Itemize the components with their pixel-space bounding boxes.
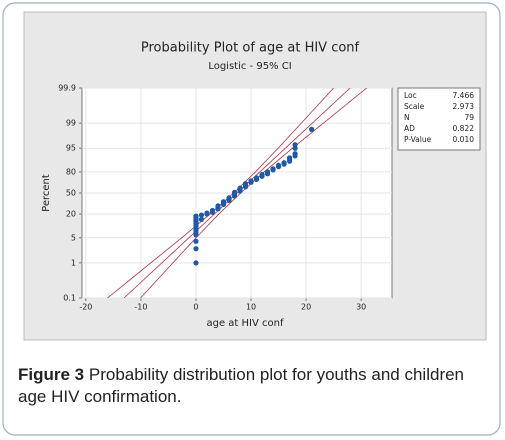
stat-name: N <box>404 113 410 122</box>
frame <box>2 2 501 436</box>
caption-text: Probability distribution plot for youths… <box>18 365 465 406</box>
point <box>220 199 227 205</box>
point <box>204 210 210 216</box>
caption: Figure 3 Probability distribution plot f… <box>18 364 493 408</box>
point <box>270 166 276 172</box>
y-tick-label: 99 <box>66 119 76 128</box>
point <box>198 212 205 218</box>
y-tick-label: 1 <box>71 258 76 267</box>
point <box>209 207 216 214</box>
stat-name: P-Value <box>404 135 432 144</box>
stat-value: 0.822 <box>453 124 475 133</box>
x-tick-label: 0 <box>193 303 198 312</box>
y-tick-label: 95 <box>66 144 76 153</box>
point <box>193 213 199 219</box>
stat-name: Loc <box>404 91 417 100</box>
y-tick-label: 5 <box>71 233 76 242</box>
x-tick-label: -10 <box>134 303 147 312</box>
point <box>193 246 199 252</box>
stat-value: 0.010 <box>453 135 475 144</box>
stats-box <box>397 87 481 151</box>
point <box>215 203 221 209</box>
caption-label: Figure 3 <box>18 365 85 384</box>
point <box>286 155 293 161</box>
x-tick-label: 10 <box>246 303 256 312</box>
x-tick-label: 20 <box>301 303 311 312</box>
point <box>264 169 271 175</box>
y-axis-label: Percent <box>41 174 52 212</box>
point <box>253 175 260 181</box>
point <box>242 180 249 187</box>
stat-value: 2.973 <box>453 102 475 111</box>
stat-value: 7.466 <box>453 91 475 100</box>
point <box>292 142 298 148</box>
y-tick-label: 80 <box>66 167 76 176</box>
point <box>275 162 282 169</box>
point <box>193 260 199 266</box>
stat-name: AD <box>404 124 415 133</box>
x-axis-label: age at HIV conf <box>207 318 284 329</box>
y-tick-label: 0.1 <box>63 294 76 303</box>
stat-value: 79 <box>464 113 474 122</box>
point <box>292 151 298 157</box>
point <box>259 172 265 178</box>
y-tick-label: 99.9 <box>58 84 76 93</box>
x-tick-label: 30 <box>356 303 366 312</box>
point <box>248 178 254 184</box>
point <box>226 195 232 201</box>
chart-title: Probability Plot of age at HIV conf <box>141 41 360 56</box>
fit-line <box>123 88 351 298</box>
point <box>309 126 315 132</box>
point <box>281 160 287 166</box>
y-tick-label: 50 <box>66 189 76 198</box>
stat-name: Scale <box>404 102 425 111</box>
y-tick-label: 20 <box>66 210 76 219</box>
point <box>231 189 238 195</box>
point <box>237 185 243 191</box>
point <box>198 216 205 222</box>
point <box>193 238 199 244</box>
x-tick-label: -20 <box>79 303 92 312</box>
chart-subtitle: Logistic - 95% CI <box>208 61 291 72</box>
